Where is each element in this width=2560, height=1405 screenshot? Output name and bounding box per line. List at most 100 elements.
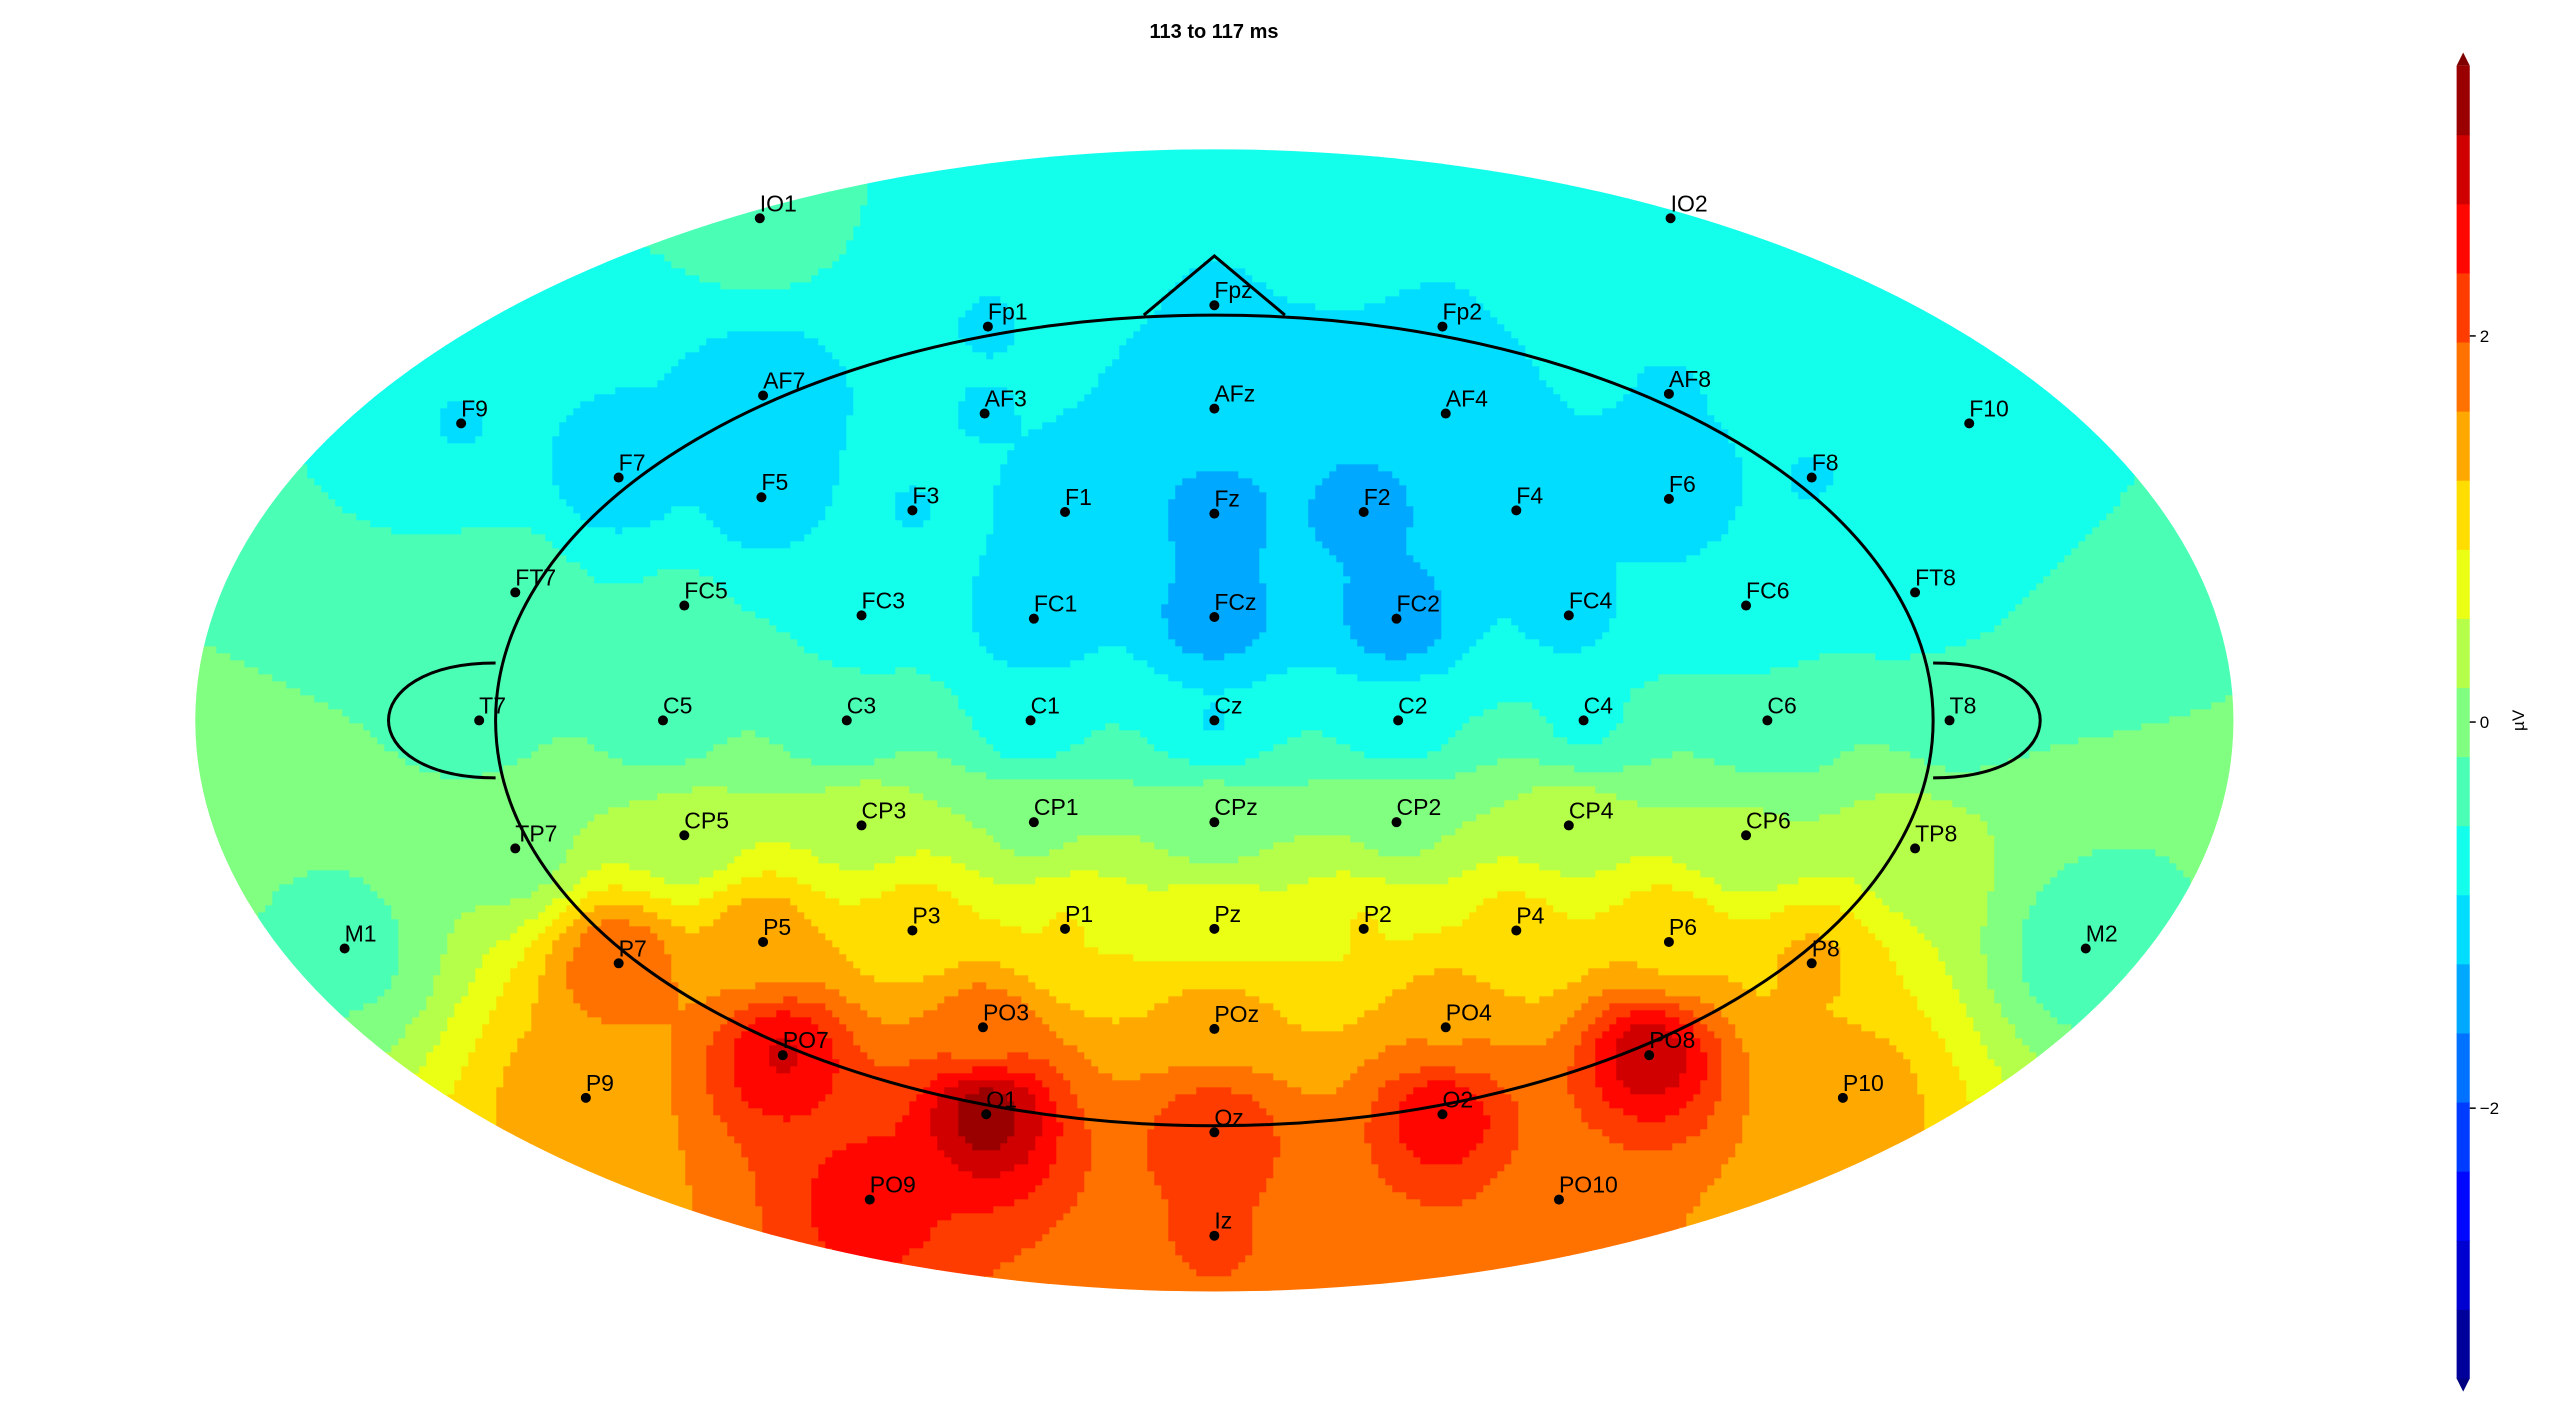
field-band (482, 408, 574, 416)
colorbar-band (2456, 963, 2470, 1034)
field-band (1917, 1143, 1981, 1151)
field-band (1994, 870, 2058, 878)
field-band (1014, 401, 1078, 409)
field-band (1910, 989, 1960, 997)
field-band (839, 1059, 875, 1067)
field-band (1651, 758, 1715, 766)
field-band (1077, 401, 1568, 409)
field-band (797, 639, 980, 647)
field-band (972, 590, 1169, 598)
field-band (440, 408, 483, 416)
field-band (881, 779, 1134, 787)
field-band (2148, 1024, 2234, 1032)
field-band (951, 758, 1190, 766)
field-band (419, 1010, 455, 1018)
field-band (1224, 716, 1470, 724)
field-band (727, 1297, 812, 1305)
field-band (1378, 849, 1421, 857)
field-band (860, 779, 882, 787)
field-band (475, 975, 511, 983)
field-band (405, 1024, 448, 1032)
field-band (475, 1038, 518, 1046)
field-band (1273, 1003, 1379, 1011)
field-band (1987, 821, 2234, 829)
field-band (1350, 632, 1442, 640)
field-band (692, 1213, 763, 1221)
electrode (510, 843, 521, 854)
field-band (713, 1038, 735, 1046)
field-band (993, 653, 1085, 661)
field-band (1014, 1255, 1183, 1263)
field-band (1147, 1143, 1281, 1151)
field-band (685, 1164, 749, 1172)
field-band (2190, 709, 2234, 717)
field-band (1385, 653, 1407, 661)
field-band (447, 1017, 490, 1025)
field-band (776, 1262, 1001, 1270)
field-band (1784, 1269, 1967, 1277)
field-band (1770, 912, 1855, 920)
field-band (398, 751, 532, 759)
field-band (671, 1101, 714, 1109)
colorbar-band (2456, 134, 2470, 205)
field-band (1378, 1164, 1505, 1172)
field-band (1854, 744, 1890, 752)
field-band (2211, 933, 2234, 941)
field-band (993, 877, 1036, 885)
electrode-label: FT7 (515, 564, 556, 590)
field-band (195, 1031, 406, 1039)
field-band (1441, 597, 1617, 605)
field-band (1385, 1080, 1428, 1088)
field-band (195, 919, 259, 927)
field-band (965, 1094, 1008, 1102)
field-band (1700, 1087, 1722, 1095)
field-band (1980, 632, 2234, 640)
field-band (1616, 1073, 1680, 1081)
field-band (1980, 1199, 2086, 1207)
field-band (1042, 1115, 1057, 1123)
field-band (1147, 737, 1288, 745)
field-band (1581, 1003, 1610, 1011)
field-band (195, 562, 581, 570)
field-band (790, 1010, 833, 1018)
electrode-label: M1 (345, 921, 377, 947)
field-band (832, 492, 896, 500)
field-band (874, 975, 924, 983)
field-band (1602, 989, 1666, 997)
field-band (1980, 940, 2023, 948)
field-band (349, 1073, 413, 1081)
field-band (195, 639, 203, 647)
field-band (972, 1171, 1001, 1179)
field-band (1623, 709, 2191, 717)
field-band (1021, 926, 1043, 934)
field-band (1168, 583, 1267, 591)
field-band (1455, 772, 2234, 780)
field-band (944, 996, 1022, 1004)
field-band (797, 996, 847, 1004)
field-band (195, 611, 756, 619)
field-band (195, 1234, 280, 1242)
field-band (776, 1255, 847, 1263)
field-band (1168, 884, 1260, 892)
field-band (559, 1241, 700, 1249)
electrode (1060, 507, 1071, 517)
field-band (1364, 1010, 1575, 1018)
field-band (293, 443, 553, 451)
field-band (741, 1094, 826, 1102)
field-band (1707, 401, 2163, 409)
field-band (811, 1199, 1015, 1207)
field-band (895, 1122, 931, 1130)
electrode-label: T8 (1950, 692, 1977, 718)
field-band (958, 961, 1001, 969)
electrode-label: F5 (761, 469, 788, 495)
field-band (1749, 1052, 1904, 1060)
field-band (1721, 1080, 1750, 1088)
field-band (538, 884, 574, 892)
field-band (1903, 1052, 1953, 1060)
field-band (580, 877, 665, 885)
field-band (1091, 1164, 1148, 1172)
field-band (671, 1108, 714, 1116)
field-band (1035, 1101, 1057, 1109)
field-band (1833, 1010, 1925, 1018)
